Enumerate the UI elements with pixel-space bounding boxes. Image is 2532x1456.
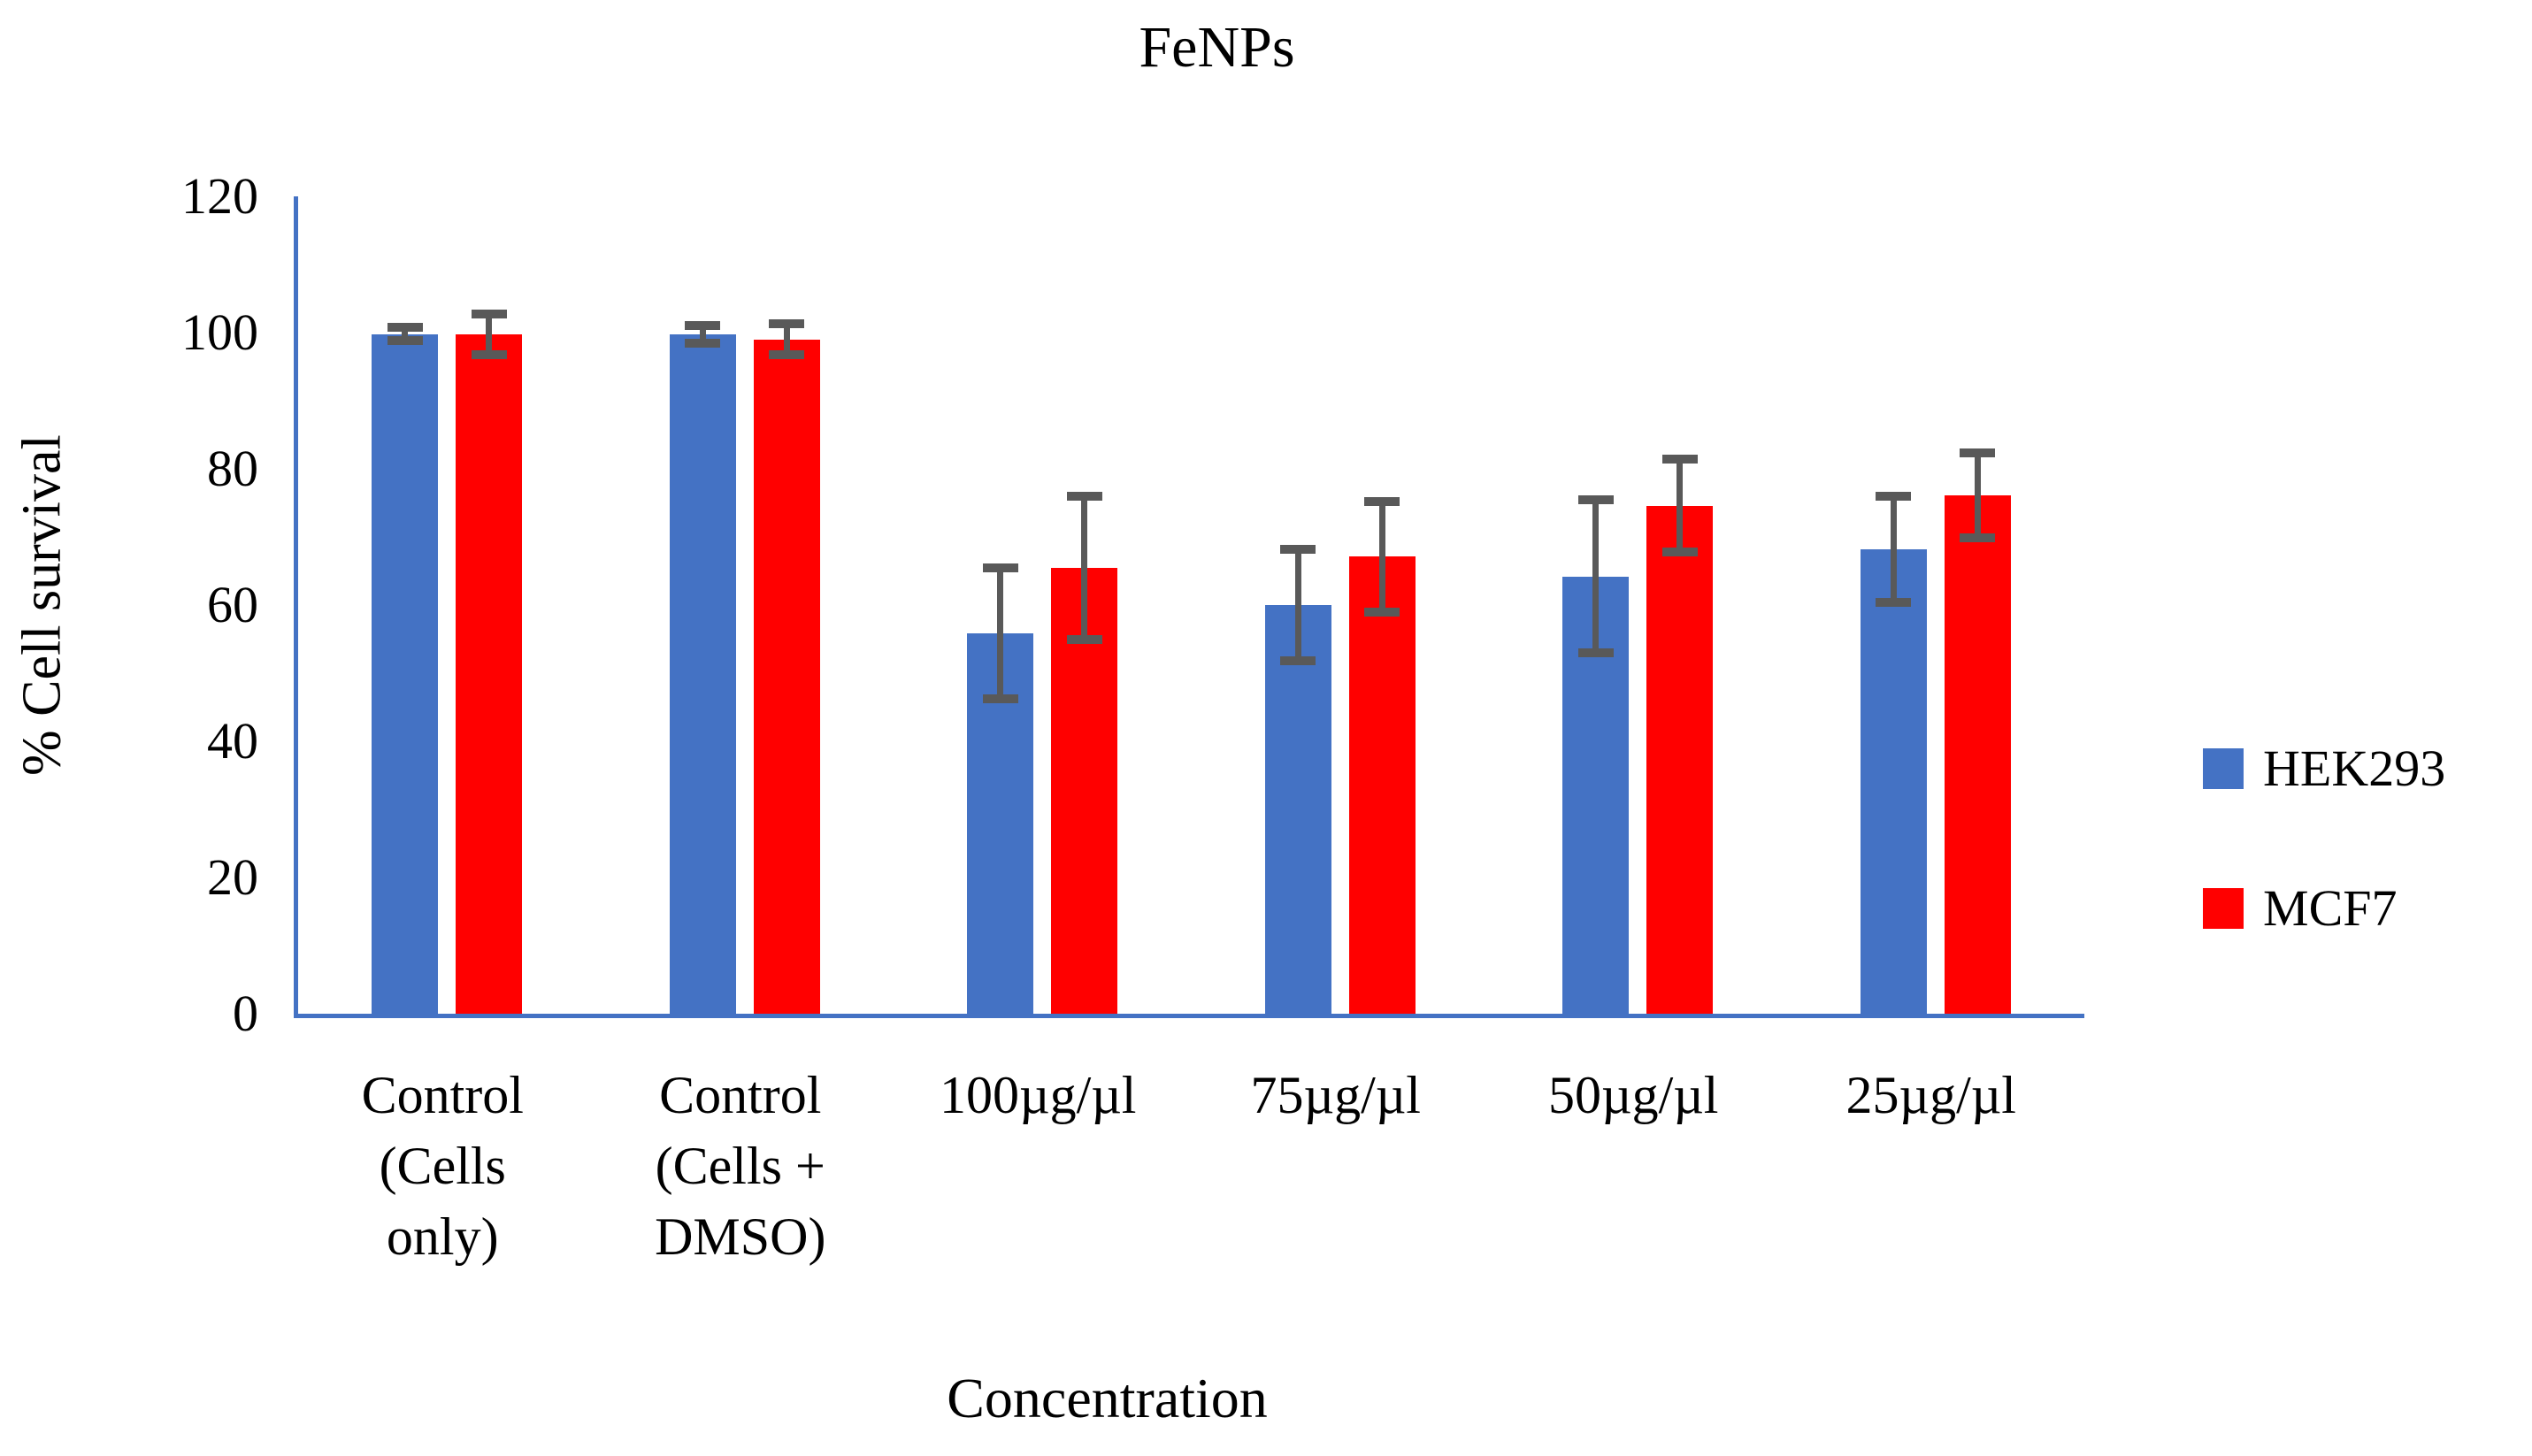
- y-tick-label: 40: [207, 712, 258, 770]
- x-category-label-3: 75µg/µl: [1250, 1066, 1421, 1124]
- error-bar-cap: [1577, 495, 1614, 505]
- bar-mcf7-3: [1348, 556, 1416, 1014]
- legend-swatch-mcf7: [2203, 888, 2244, 929]
- y-axis-title: % Cell survival: [12, 434, 73, 776]
- error-bar-cap: [685, 320, 721, 330]
- error-bar-cap: [1661, 455, 1698, 464]
- error-bar-cap: [1364, 607, 1400, 617]
- error-bar-cap: [1066, 634, 1102, 644]
- error-bar-whisker: [1592, 500, 1600, 653]
- bar-hek293-0: [372, 333, 439, 1014]
- bar-mcf7-0: [456, 334, 523, 1014]
- bar-hek293-1: [669, 333, 736, 1014]
- legend: HEK293 MCF7: [2203, 743, 2445, 934]
- error-bar-cap: [1960, 448, 1996, 458]
- error-bar-whisker: [1378, 501, 1385, 612]
- error-bar-cap: [982, 694, 1018, 704]
- error-bar-whisker: [486, 314, 493, 356]
- y-tick-label: 60: [207, 576, 258, 633]
- error-bar-cap: [769, 318, 805, 328]
- error-bar-cap: [471, 310, 507, 319]
- error-bar-cap: [685, 338, 721, 348]
- error-bar-cap: [387, 322, 423, 332]
- error-bar-cap: [1876, 491, 1912, 501]
- error-bar-whisker: [699, 325, 706, 343]
- error-bar-cap: [471, 350, 507, 360]
- legend-label-hek293: HEK293: [2263, 739, 2446, 797]
- bar-mcf7-5: [1944, 495, 2011, 1014]
- y-tick-label: 120: [181, 167, 258, 225]
- error-bar-cap: [769, 350, 805, 360]
- error-bar-whisker: [1890, 495, 1897, 602]
- x-category-label-1: Control (Cells + DMSO): [655, 1066, 826, 1266]
- chart-title: FeNPs: [1139, 15, 1295, 80]
- x-category-label-4: 50µg/µl: [1548, 1066, 1719, 1124]
- error-bar-whisker: [402, 326, 409, 341]
- y-tick-label: 0: [233, 985, 258, 1042]
- error-bar-cap: [982, 563, 1018, 573]
- error-bar-cap: [1280, 656, 1316, 666]
- bar-mcf7-4: [1646, 505, 1714, 1014]
- legend-entry-hek293: HEK293: [2203, 743, 2445, 794]
- x-category-label-5: 25µg/µl: [1845, 1066, 2016, 1124]
- error-bar-cap: [1661, 547, 1698, 556]
- error-bar-whisker: [1676, 459, 1684, 552]
- error-bar-whisker: [1974, 453, 1981, 538]
- error-bar-cap: [1577, 648, 1614, 657]
- plot-area: [294, 196, 2084, 1018]
- error-bar-whisker: [997, 568, 1004, 700]
- error-bar-whisker: [783, 323, 790, 356]
- error-bar-cap: [1364, 496, 1400, 506]
- x-category-label-0: Control (Cells only): [361, 1066, 524, 1266]
- error-bar-whisker: [1294, 548, 1301, 662]
- error-bar-cap: [1960, 533, 1996, 542]
- legend-label-mcf7: MCF7: [2263, 879, 2398, 937]
- error-bar-cap: [1280, 544, 1316, 554]
- legend-swatch-hek293: [2203, 748, 2244, 789]
- y-tick-label: 80: [207, 440, 258, 497]
- y-tick-label: 100: [181, 303, 258, 361]
- x-category-label-2: 100µg/µl: [940, 1066, 1137, 1124]
- error-bar-cap: [1876, 597, 1912, 607]
- legend-entry-mcf7: MCF7: [2203, 883, 2445, 934]
- bar-hek293-5: [1860, 548, 1927, 1014]
- x-axis-title: Concentration: [947, 1367, 1268, 1429]
- y-tick-label: 20: [207, 848, 258, 906]
- error-bar-cap: [387, 336, 423, 346]
- error-bar-whisker: [1081, 495, 1088, 640]
- error-bar-cap: [1066, 491, 1102, 501]
- bar-mcf7-1: [753, 339, 820, 1014]
- bar-hek293-3: [1264, 605, 1331, 1014]
